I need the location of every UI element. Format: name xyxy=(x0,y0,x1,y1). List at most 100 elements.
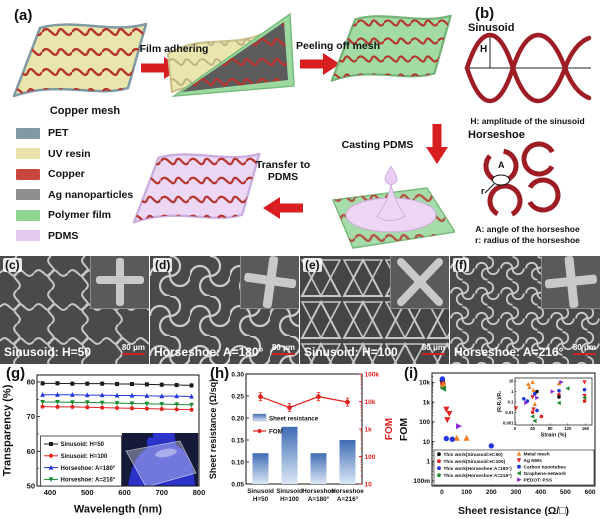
panel-label-f: (f) xyxy=(453,258,469,272)
sem-inset-magnified xyxy=(90,256,149,309)
svg-text:160: 160 xyxy=(582,426,590,431)
panel-label-g: (g) xyxy=(6,365,26,382)
step-casting-pdms: Casting PDMS xyxy=(341,139,414,151)
svg-text:80: 80 xyxy=(27,377,35,386)
svg-text:FOM: FOM xyxy=(384,418,395,440)
svg-text:10: 10 xyxy=(509,379,514,384)
svg-text:Sheet resistance (Ω/sq): Sheet resistance (Ω/sq) xyxy=(208,379,218,479)
scale-bar-line xyxy=(421,353,445,355)
horseshoe-angle-param: A xyxy=(498,160,505,170)
svg-text:H=100: H=100 xyxy=(280,496,299,503)
copper-label: Copper xyxy=(48,168,85,180)
step-transfer-to-pdms: Transfer to PDMS xyxy=(255,159,311,183)
sem-caption-c: Sinusoid: H=50 xyxy=(4,345,92,359)
svg-text:Graphene-network: Graphene-network xyxy=(524,471,567,477)
sem-inset-magnified xyxy=(541,256,600,309)
svg-text:Sinusoid: H=100: Sinusoid: H=100 xyxy=(61,454,109,460)
horseshoe-arcs xyxy=(483,141,561,219)
panel-label-e: (e) xyxy=(303,258,322,272)
ag-nanoparticles-label: Ag nanoparticles xyxy=(48,188,134,201)
pdms-mesh-sheet xyxy=(132,152,261,224)
svg-text:120: 120 xyxy=(564,426,572,431)
glove-photo-inset xyxy=(121,433,199,486)
svg-text:500: 500 xyxy=(81,488,94,497)
transparency-chart: 400 500 600 700 800 50 60 70 80 Sinusoid: H=50 Sin… xyxy=(0,365,205,519)
svg-text:H=50: H=50 xyxy=(253,496,269,503)
sheet-resistance-fom-chart: 0.05 0.10 0.15 0.20 0.25 0.30 10 100 1k 10k 100k Si… xyxy=(205,365,398,519)
svg-text:(R-R₀)/R₀: (R-R₀)/R₀ xyxy=(497,391,503,413)
svg-text:0.1: 0.1 xyxy=(508,400,514,405)
legend-row-pdms: PDMS xyxy=(16,230,133,242)
copper-mesh-caption: Copper mesh xyxy=(49,105,121,117)
geometry-diagrams xyxy=(464,33,592,219)
svg-text:Sheet resistance: Sheet resistance xyxy=(269,416,319,423)
svg-text:10k: 10k xyxy=(419,380,430,387)
scale-bar-d: 80 μm xyxy=(271,343,295,355)
svg-text:60: 60 xyxy=(27,447,35,456)
horseshoe-caption-radius: r: radius of the horseshoe xyxy=(475,235,580,245)
legend-row-copper: Copper xyxy=(16,168,133,180)
legend-row-uv-resin: UV resin xyxy=(16,148,133,160)
svg-text:Horseshoe: Horseshoe xyxy=(302,488,335,495)
svg-text:Sheet resistance (Ω/□): Sheet resistance (Ω/□) xyxy=(458,505,569,517)
sinusoid-curve xyxy=(464,33,592,103)
svg-text:0: 0 xyxy=(440,489,444,496)
panel-label-h: (h) xyxy=(210,365,230,382)
sem-panel-d: (d) Horseshoe: A=180° 80 μm xyxy=(150,256,299,364)
svg-text:0.15: 0.15 xyxy=(231,437,244,444)
x-junction-icon xyxy=(397,258,443,306)
svg-text:Horseshoe: A=216°: Horseshoe: A=216° xyxy=(61,478,116,484)
svg-text:A=180°: A=180° xyxy=(308,495,330,503)
legend-row-polymer-film: Polymer film xyxy=(16,209,133,221)
svg-text:This work(Sinusoid:H=50): This work(Sinusoid:H=50) xyxy=(444,452,503,458)
sinusoid-amplitude-param: H xyxy=(480,44,488,55)
svg-text:Carbon nanotubes: Carbon nanotubes xyxy=(524,465,567,471)
svg-text:Wavelength (nm): Wavelength (nm) xyxy=(74,504,163,516)
svg-text:10k: 10k xyxy=(365,399,376,406)
scale-bar-line xyxy=(572,353,596,355)
polymer-film-sheet xyxy=(330,14,452,82)
sem-caption-f: Horseshoe: A=216° xyxy=(454,345,564,359)
svg-text:A=216°: A=216° xyxy=(337,495,359,503)
svg-text:70: 70 xyxy=(27,412,35,421)
pdms-casting-scene xyxy=(331,165,455,249)
horseshoe-caption-angle: A: angle of the horseshoe xyxy=(475,224,580,234)
scale-bar-e: 80 μm xyxy=(421,343,445,355)
sinusoid-curve xyxy=(464,33,592,103)
svg-text:1: 1 xyxy=(511,389,514,394)
copper-mesh-sheet xyxy=(12,22,148,98)
legend-row-ag-nanoparticles: Ag nanoparticles xyxy=(16,189,133,201)
copper-swatch xyxy=(16,168,40,180)
fom-comparison-chart: 0 100 200 300 400 500 600 100m 1 10 100 1k 10k This w… xyxy=(398,365,600,519)
legend-row-pet: PET xyxy=(16,127,133,139)
scale-bar-c: 80 μm xyxy=(121,343,145,355)
svg-text:100k: 100k xyxy=(365,371,380,378)
svg-text:10: 10 xyxy=(423,439,431,446)
sem-panel-f: (f) Horseshoe: A=216° 80 μm xyxy=(450,256,600,364)
svg-text:Transparency (%): Transparency (%) xyxy=(2,384,14,476)
arrow-left-icon xyxy=(263,197,303,219)
uv-resin-swatch xyxy=(16,148,40,159)
peeling-sheet xyxy=(166,12,295,97)
svg-text:0.25: 0.25 xyxy=(231,393,244,400)
step-film-adhering: Film adhering xyxy=(139,43,209,55)
chart-h-svg: 0.05 0.10 0.15 0.20 0.25 0.30 10 100 1k 10k 100k Si… xyxy=(208,371,395,503)
step-peeling-off-mesh: Peeling off mesh xyxy=(295,40,380,52)
svg-text:100: 100 xyxy=(461,489,472,496)
svg-text:FOM: FOM xyxy=(398,418,410,442)
svg-text:Sinusoid: H=50: Sinusoid: H=50 xyxy=(61,442,105,448)
panel-label-b: (b) xyxy=(475,5,495,22)
svg-text:0.001: 0.001 xyxy=(503,420,514,425)
sem-inset-magnified xyxy=(390,256,449,309)
pdms-label: PDMS xyxy=(48,229,79,242)
cross-junction-icon xyxy=(96,258,144,306)
polymer-film-label: Polymer film xyxy=(48,209,112,221)
ag-nanoparticles-swatch xyxy=(16,189,40,200)
cross-junction-icon xyxy=(244,256,297,309)
svg-text:600: 600 xyxy=(585,489,596,496)
scale-bar-line xyxy=(121,353,145,355)
panel-label-c: (c) xyxy=(3,258,22,272)
sem-panel-c: (c) Sinusoid: H=50 80 μm xyxy=(0,256,149,364)
svg-text:This work(Sinusoid:H=100): This work(Sinusoid:H=100) xyxy=(444,459,506,465)
cross-junction-icon xyxy=(544,256,597,308)
